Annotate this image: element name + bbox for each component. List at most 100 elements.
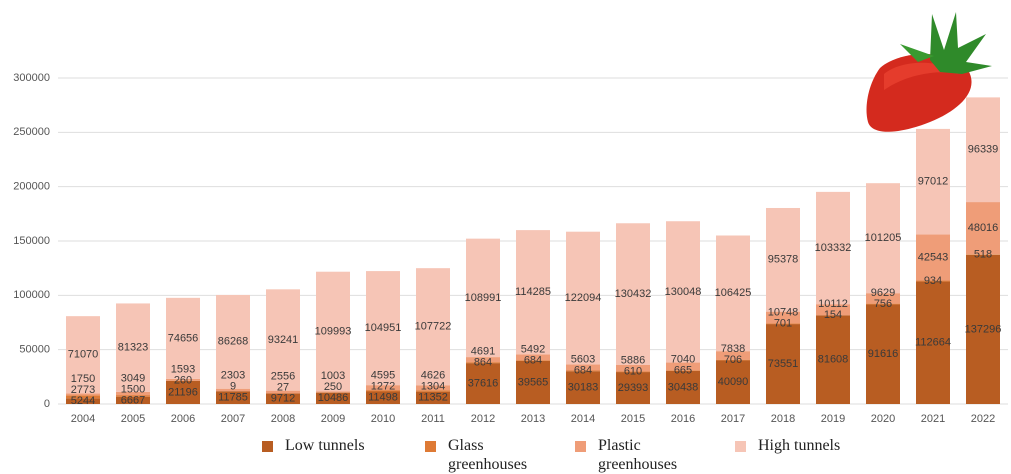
data-label: 73551: [768, 358, 799, 370]
bar-segment: [966, 254, 1000, 404]
bar-segment: [566, 370, 600, 372]
data-label: 2773: [71, 384, 95, 396]
bar-segment: [66, 393, 100, 396]
bar-segment: [616, 372, 650, 404]
data-label: 86268: [218, 336, 249, 348]
data-label: 103332: [815, 242, 852, 254]
data-label: 21196: [168, 386, 198, 398]
bar-segment: [366, 390, 400, 392]
data-label: 250: [324, 381, 342, 393]
bar-segment: [366, 385, 400, 391]
bar-segment: [166, 297, 200, 379]
data-label: 10486: [318, 392, 349, 404]
bar-segment: [616, 223, 650, 366]
bar-segment: [866, 304, 900, 404]
x-tick-label: 2021: [921, 413, 945, 425]
bar-segment: [916, 281, 950, 404]
bar-segment: [66, 395, 100, 399]
data-label: 81608: [818, 354, 849, 366]
legend-label: Glass greenhouses: [448, 437, 528, 473]
legend-swatch: [425, 441, 436, 452]
x-tick-label: 2012: [471, 413, 495, 425]
bar-segment: [466, 238, 500, 358]
y-tick-label: 50000: [19, 344, 50, 356]
bar-segment: [516, 360, 550, 362]
data-label: 1500: [121, 383, 145, 395]
bar-segment: [566, 371, 600, 404]
data-label: 5244: [71, 395, 95, 407]
data-label: 42543: [918, 251, 949, 263]
bar-segment: [366, 271, 400, 386]
legend-item: Glass greenhouses: [425, 436, 575, 474]
data-label: 74656: [168, 332, 199, 344]
data-label: 137296: [965, 323, 1002, 335]
data-label: 756: [874, 298, 892, 310]
y-tick-label: 0: [44, 398, 50, 410]
data-label: 9712: [271, 393, 295, 405]
data-label: 91616: [868, 348, 899, 360]
data-label: 112664: [915, 337, 951, 349]
data-label: 108991: [465, 292, 502, 304]
data-label: 81323: [118, 342, 149, 354]
data-label: 48016: [968, 222, 999, 234]
bar-segment: [66, 316, 100, 394]
data-label: 30183: [568, 382, 599, 394]
strawberry-illustration: [866, 12, 992, 132]
x-tick-label: 2008: [271, 413, 295, 425]
data-label: 109993: [315, 325, 352, 337]
bar-segment: [716, 360, 750, 404]
data-label: 114285: [515, 286, 551, 298]
legend: Low tunnels Glass greenhouses Plastic gree…: [262, 436, 875, 474]
bar-segment: [116, 303, 150, 392]
bar-segment: [666, 370, 700, 404]
data-label: 864: [474, 357, 492, 369]
data-label: 1593: [171, 364, 195, 376]
bar-segment: [166, 380, 200, 404]
bar-segment: [516, 354, 550, 361]
bar-segment: [966, 202, 1000, 255]
bar-segment: [116, 395, 150, 397]
bar-segment: [666, 362, 700, 371]
data-label: 106425: [715, 287, 752, 299]
data-label: 518: [974, 248, 992, 260]
bar-segment: [866, 183, 900, 294]
bar-segment: [816, 304, 850, 316]
legend-item: Low tunnels: [262, 436, 425, 474]
bar-segment: [666, 221, 700, 363]
data-label: 9629: [871, 287, 895, 299]
bar-segment: [266, 289, 300, 391]
x-tick-label: 2020: [871, 413, 895, 425]
data-label: 9: [230, 381, 236, 393]
legend-item: High tunnels: [735, 436, 875, 474]
bar-segment: [416, 268, 450, 386]
bar-segment: [716, 351, 750, 360]
data-label: 107722: [415, 321, 452, 333]
x-tick-label: 2005: [121, 413, 145, 425]
bar-segment: [466, 363, 500, 404]
data-label: 154: [824, 309, 842, 321]
x-tick-label: 2019: [821, 413, 845, 425]
data-label: 130048: [665, 286, 702, 298]
x-tick-label: 2006: [171, 413, 195, 425]
bar-segment: [466, 362, 500, 364]
data-label: 40090: [718, 376, 749, 388]
data-label: 130432: [615, 288, 652, 300]
data-label: 1304: [421, 381, 445, 393]
bar-segment: [916, 280, 950, 282]
bar-segment: [616, 365, 650, 372]
data-label: 6667: [121, 394, 145, 406]
bar-segment: [516, 230, 550, 355]
bar-segment: [966, 254, 1000, 255]
data-label: 93241: [268, 334, 299, 346]
data-label: 39565: [518, 376, 549, 388]
y-tick-label: 150000: [13, 235, 50, 247]
data-label: 665: [674, 364, 692, 376]
bar-segment: [116, 396, 150, 404]
bar-segment: [566, 364, 600, 371]
x-tick-label: 2013: [521, 413, 545, 425]
data-label: 5492: [521, 344, 545, 356]
bar-segment: [316, 392, 350, 404]
data-label: 122094: [565, 292, 602, 304]
data-label: 5886: [621, 355, 645, 367]
data-label: 4691: [471, 346, 495, 358]
